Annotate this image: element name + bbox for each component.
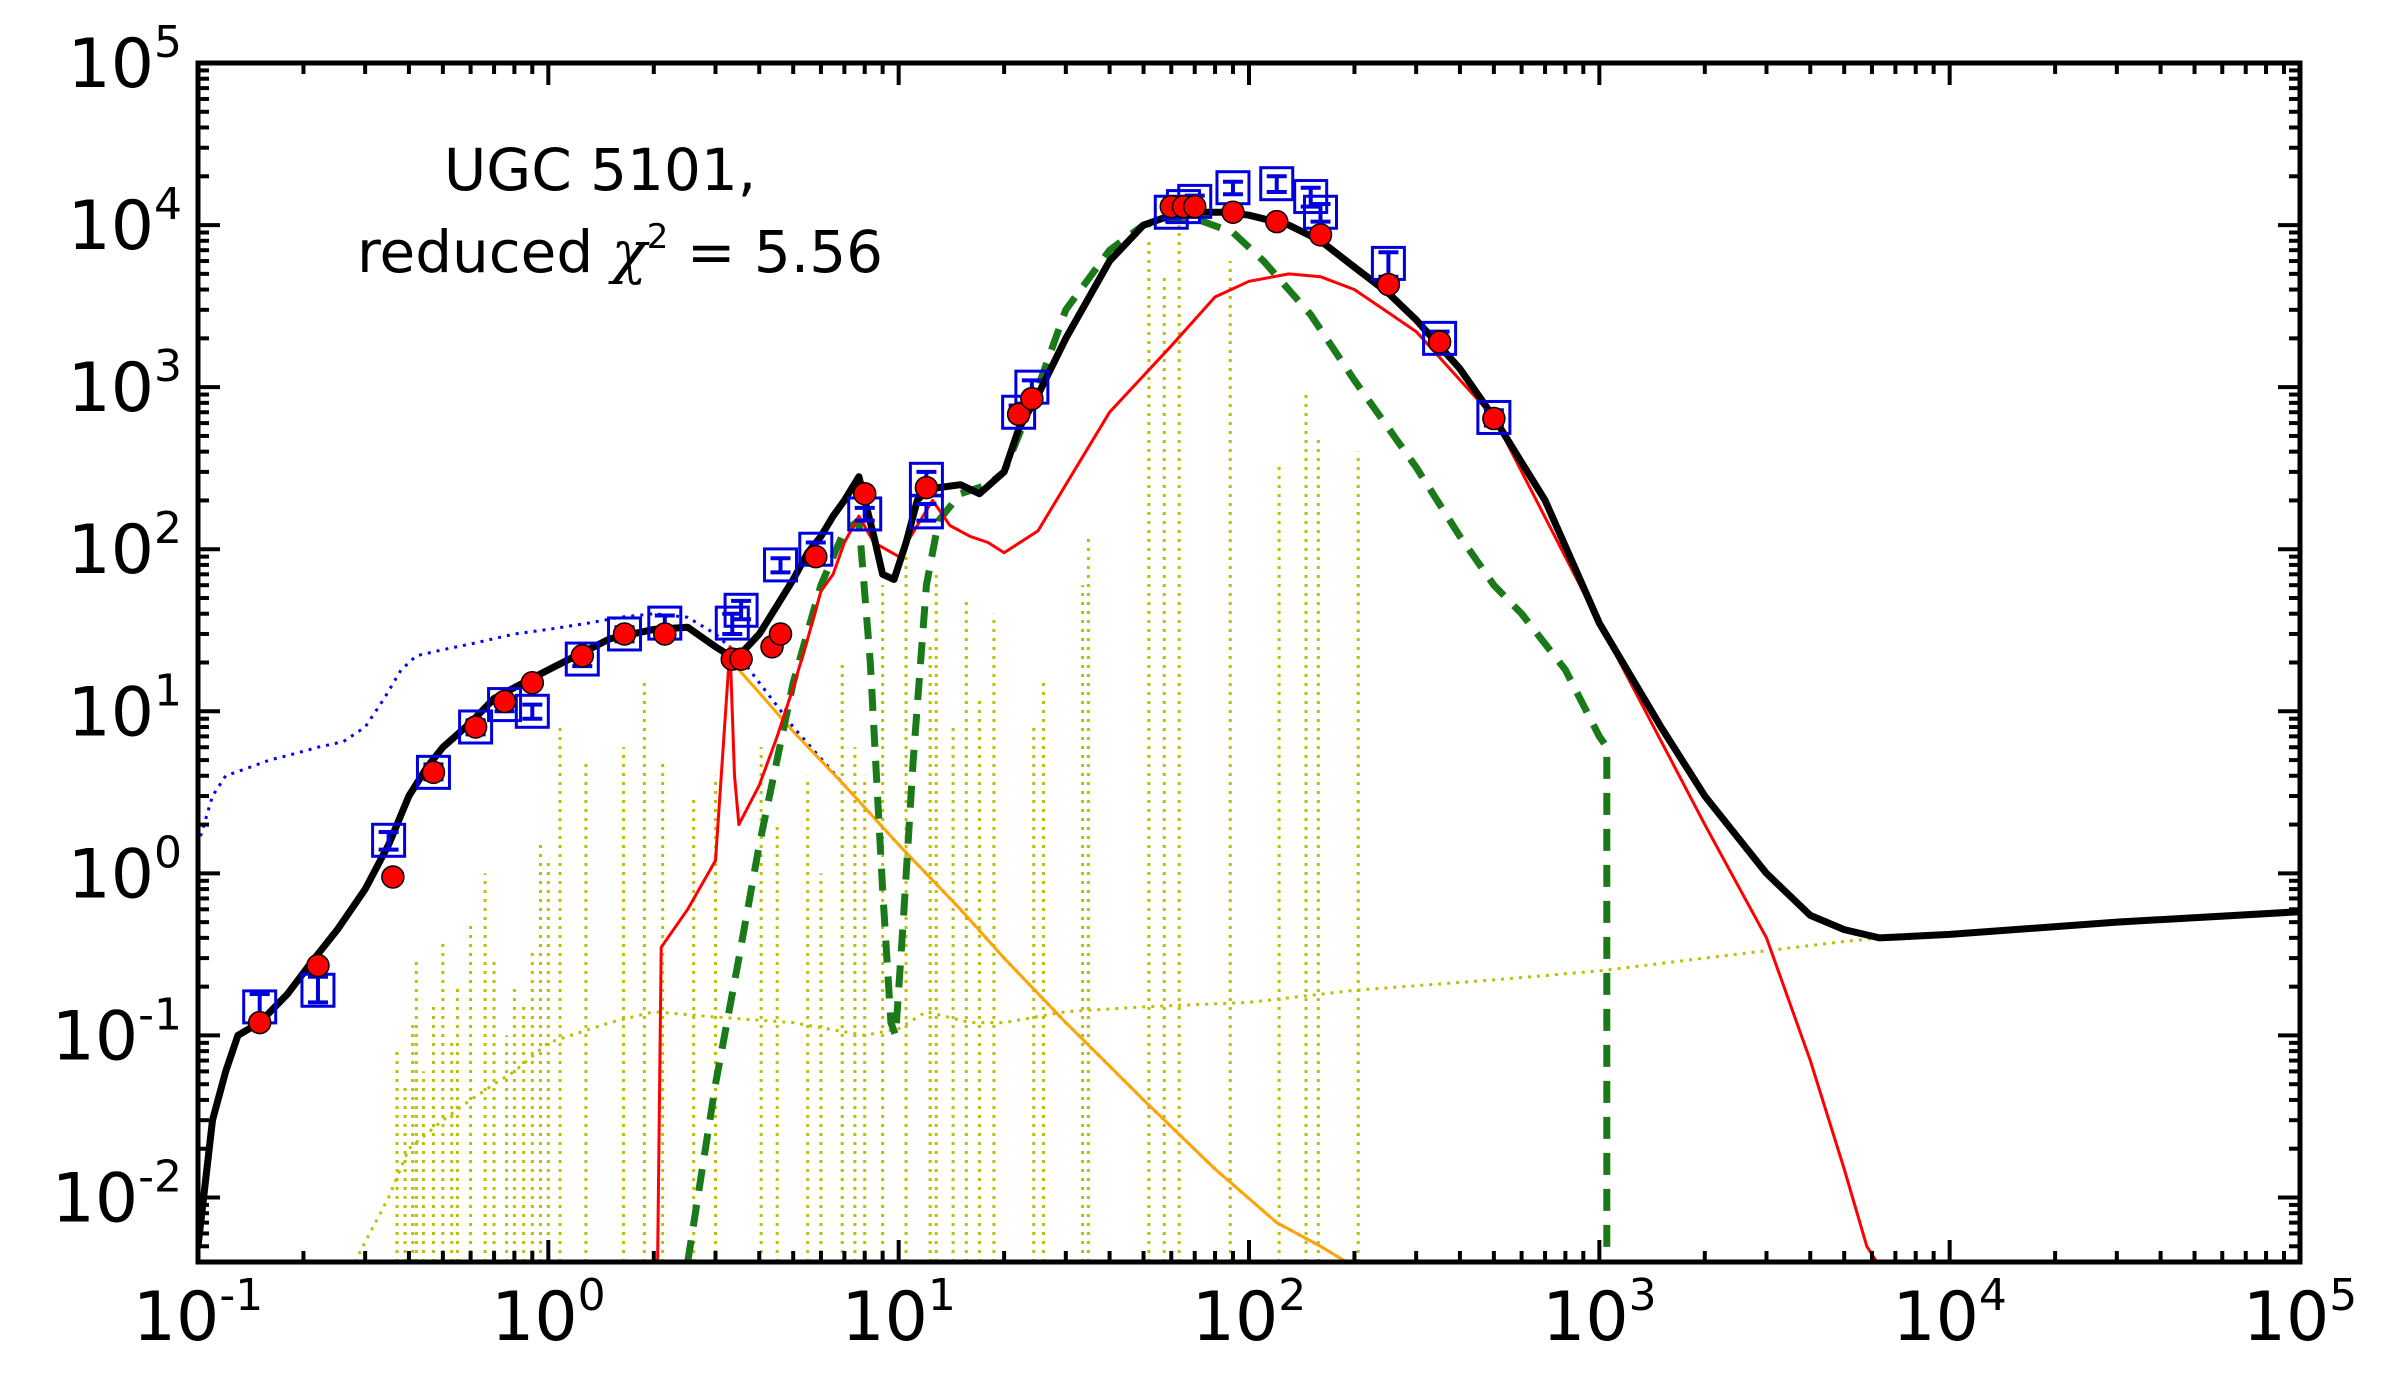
- observed-marker: [714, 605, 750, 641]
- annotation-chi-value: = 5.56: [668, 218, 883, 286]
- model-point-6: [520, 670, 545, 695]
- series-unattenuated-stellar-emission: [198, 612, 1348, 1262]
- observed-marker: [607, 616, 643, 652]
- model-point-18: [1020, 386, 1044, 411]
- model-point-11: [729, 647, 753, 671]
- observed-point-22: [1215, 170, 1251, 206]
- annotation-galaxy-name: UGC 5101,: [444, 136, 756, 204]
- model-point-8: [612, 622, 637, 646]
- observed-marker: [763, 547, 799, 583]
- observed-point-11: [723, 592, 759, 628]
- y-tick-label-5: 103: [67, 341, 182, 428]
- model-point-1: [306, 953, 330, 978]
- observed-point-23: [1259, 166, 1295, 202]
- x-tick-label-5: 104: [1892, 1270, 2007, 1357]
- model-point-17: [1006, 402, 1031, 427]
- observed-marker: [415, 754, 451, 790]
- model-point-7: [570, 644, 595, 668]
- model-point-13: [768, 622, 793, 646]
- model-point-21: [1182, 194, 1207, 219]
- observed-marker: [1422, 320, 1458, 356]
- series-starburst-component: [656, 272, 1879, 1262]
- x-tick-label-0: 10-1: [133, 1270, 263, 1357]
- model-point-22: [1221, 200, 1245, 224]
- observed-marker: [1476, 399, 1512, 435]
- series-attenuated-stellar-emission: [729, 661, 1348, 1262]
- model-point-25: [1376, 272, 1401, 297]
- observed-point-6: [514, 693, 550, 729]
- model-point-4: [463, 715, 488, 739]
- model-point-5: [492, 689, 517, 714]
- x-tick-label-1: 100: [491, 1270, 606, 1357]
- model-point-14: [804, 544, 828, 569]
- model-point-16: [914, 475, 939, 500]
- series-total-model-sed: [198, 208, 2300, 1247]
- series-emission-line-continuum: [353, 936, 1880, 1262]
- model-point-24: [1308, 223, 1333, 247]
- x-tick-label-4: 103: [1542, 1270, 1657, 1357]
- model-point-0: [247, 1010, 272, 1035]
- x-tick-label-2: 101: [841, 1270, 956, 1357]
- y-tick-label-2: 100: [67, 827, 182, 914]
- model-point-23: [1264, 209, 1289, 234]
- annotation-chi-exponent: 2: [647, 217, 669, 257]
- observed-marker: [371, 822, 407, 858]
- annotation-chi-symbol: χ: [608, 218, 650, 286]
- y-tick-label-6: 104: [67, 179, 182, 266]
- annotation-chi-prefix: reduced: [357, 218, 612, 286]
- y-tick-label-3: 101: [67, 665, 182, 752]
- model-point-26: [1427, 330, 1452, 354]
- observed-marker: [487, 687, 523, 723]
- y-tick-label-1: 10-1: [52, 989, 182, 1076]
- observed-point-10: [714, 605, 750, 641]
- x-tick-label-6: 105: [2243, 1270, 2358, 1357]
- observed-marker: [564, 641, 600, 677]
- x-tick-label-3: 102: [1192, 1270, 1307, 1357]
- model-point-15: [852, 481, 877, 506]
- model-point-27: [1482, 406, 1506, 431]
- observed-marker: [1259, 166, 1295, 202]
- model-point-9: [653, 622, 677, 646]
- model-point-2: [381, 865, 405, 889]
- observed-point-1: [300, 972, 336, 1008]
- y-tick-label-4: 102: [67, 503, 182, 590]
- annotation-chi-squared: reduced χ2 = 5.56: [357, 217, 883, 286]
- observed-point-2: [371, 822, 407, 858]
- observed-marker: [1001, 394, 1037, 430]
- y-tick-label-0: 10-2: [52, 1152, 182, 1239]
- model-point-3: [421, 760, 446, 785]
- observed-marker: [723, 592, 759, 628]
- y-tick-label-7: 105: [67, 17, 182, 104]
- observed-marker: [514, 693, 550, 729]
- observed-point-12: [763, 547, 799, 583]
- observed-marker: [458, 709, 494, 745]
